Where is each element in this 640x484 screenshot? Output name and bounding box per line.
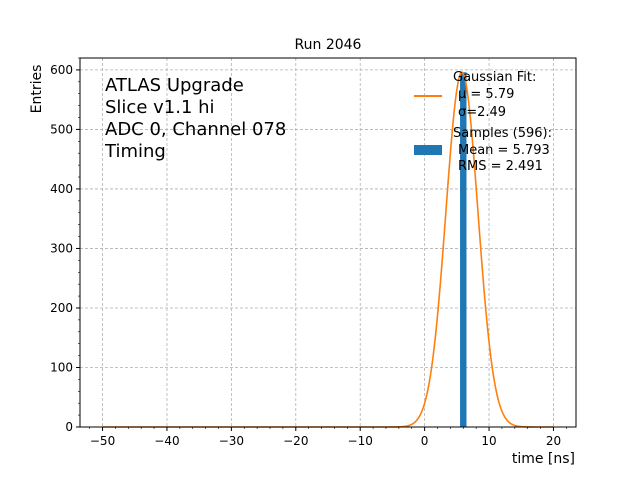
x-tick-label-1: −40 [154, 434, 179, 448]
annotation-line-1: ATLAS Upgrade [105, 75, 244, 96]
legend-samples-title: Samples (596): [453, 126, 552, 141]
y-tick-label-3: 300 [50, 241, 73, 255]
y-tick-label-2: 200 [50, 301, 73, 315]
x-tick-label-5: 0 [421, 434, 429, 448]
y-tick-label-6: 600 [50, 63, 73, 77]
y-axis-label: Entries [29, 65, 45, 114]
legend-samples-mean: Mean = 5.793 [458, 143, 550, 158]
annotation-line-2: Slice v1.1 hi [105, 97, 215, 118]
y-tick-label-0: 0 [65, 420, 73, 434]
x-tick-label-3: −20 [283, 434, 308, 448]
histogram-bars [460, 72, 467, 427]
x-tick-label-7: 20 [546, 434, 561, 448]
legend-samples-swatch [414, 145, 442, 155]
y-tick-label-1: 100 [50, 360, 73, 374]
legend-samples-rms: RMS = 2.491 [458, 159, 543, 174]
x-tick-label-0: −50 [90, 434, 115, 448]
legend-fit-mu: μ = 5.79 [458, 87, 514, 102]
x-axis-label: time [ns] [512, 451, 575, 467]
x-tick-label-4: −10 [348, 434, 373, 448]
annotation-line-4: Timing [104, 141, 166, 162]
chart-title: Run 2046 [295, 37, 362, 53]
plot-frame [79, 57, 577, 428]
x-tick-label-6: 10 [481, 434, 496, 448]
histogram-bar-0 [460, 72, 467, 427]
y-tick-label-5: 500 [50, 122, 73, 136]
legend-fit-title: Gaussian Fit: [453, 70, 536, 85]
x-tick-label-2: −30 [219, 434, 244, 448]
y-tick-label-4: 400 [50, 182, 73, 196]
legend-fit-sigma: σ=2.49 [458, 105, 506, 120]
legend: Gaussian Fit: μ = 5.79 σ=2.49 Samples (5… [414, 70, 552, 174]
annotation-line-3: ADC 0, Channel 078 [105, 119, 286, 140]
